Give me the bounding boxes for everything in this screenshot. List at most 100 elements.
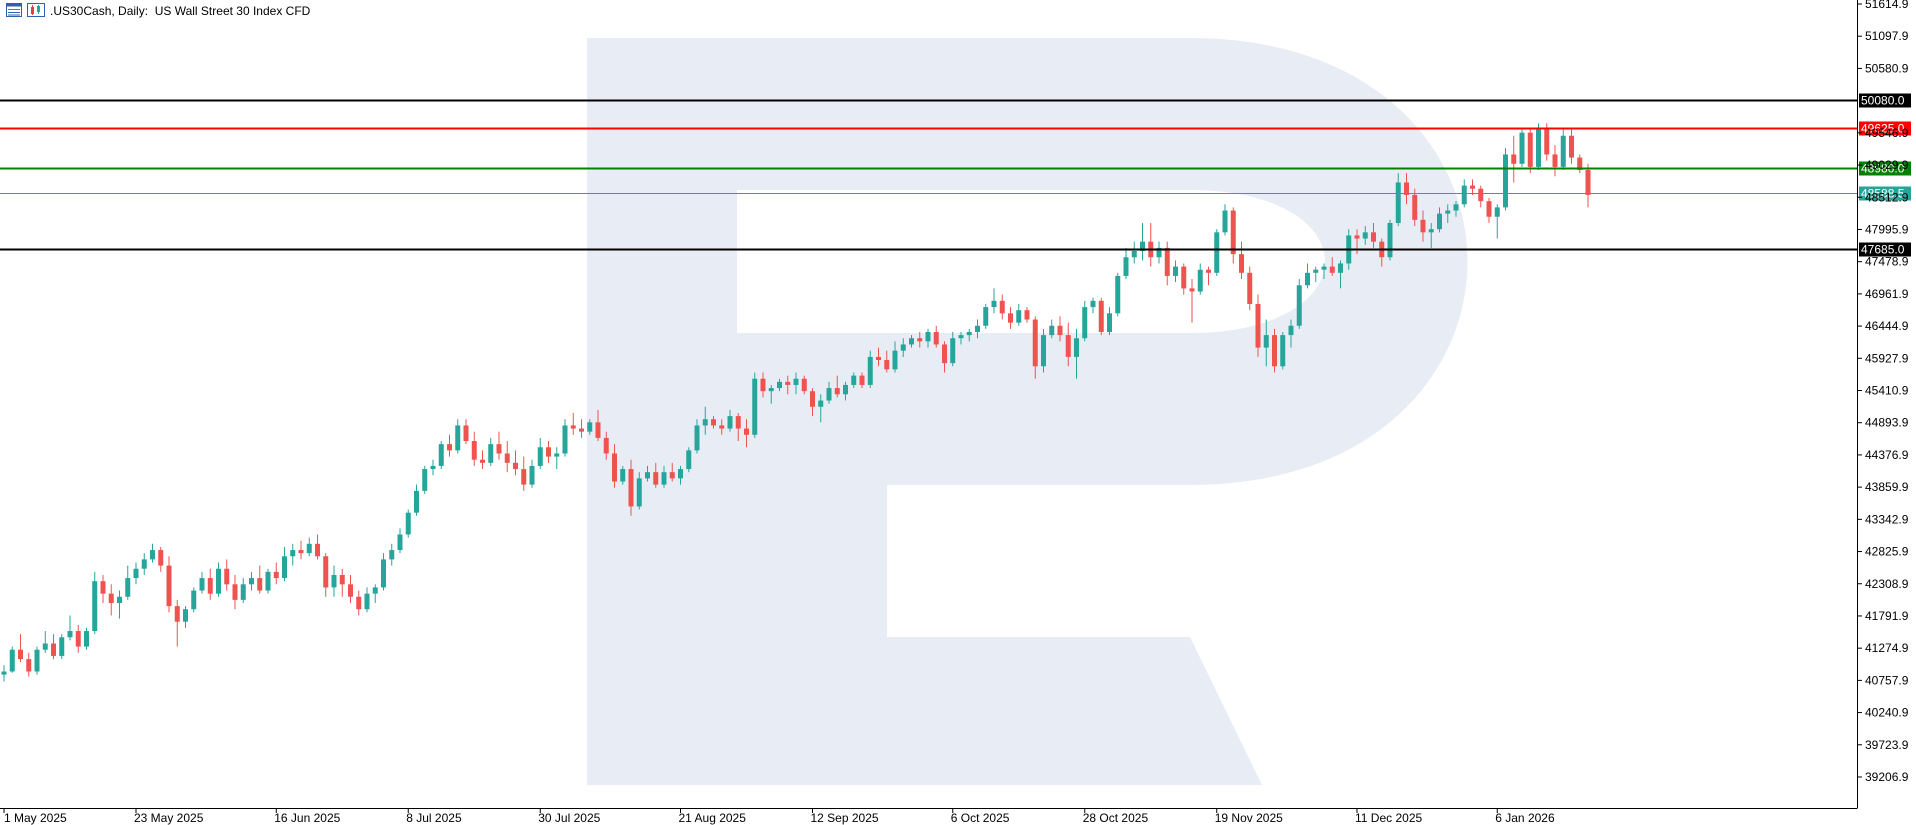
candle-body	[1552, 154, 1558, 167]
candle	[1123, 247, 1129, 280]
candle-body	[653, 472, 659, 485]
candle-body	[1206, 269, 1211, 273]
candle	[876, 347, 881, 367]
candle	[1181, 263, 1187, 295]
candle-body	[1321, 266, 1327, 270]
candle	[1494, 204, 1500, 239]
candle	[1115, 272, 1121, 317]
candle-body	[1329, 266, 1335, 273]
candle-body	[826, 388, 832, 401]
candle	[364, 587, 370, 613]
candle	[232, 574, 238, 610]
candle	[612, 444, 617, 488]
candle	[933, 325, 939, 348]
candle-body	[735, 416, 741, 429]
candle-body	[1412, 194, 1418, 220]
candle	[661, 465, 667, 488]
candle-body	[537, 447, 543, 466]
candle	[810, 388, 815, 417]
candle	[356, 590, 362, 616]
time-tick-label: 6 Oct 2025	[951, 811, 1010, 825]
candle	[1527, 129, 1533, 174]
candle	[1230, 207, 1236, 264]
candle	[1107, 307, 1112, 336]
candle-body	[1395, 182, 1401, 223]
candle-body	[950, 338, 956, 364]
candle	[9, 646, 15, 673]
candle	[892, 341, 898, 373]
candle	[991, 288, 997, 314]
candle-body	[59, 637, 65, 656]
candle-body	[562, 425, 568, 454]
candle-body	[851, 375, 857, 385]
candle	[1082, 300, 1088, 342]
candle	[249, 571, 254, 591]
time-tick-label: 6 Jan 2026	[1495, 811, 1555, 825]
price-tick-label: 41274.9	[1865, 641, 1909, 655]
candle	[257, 565, 263, 594]
candle-body	[504, 453, 510, 463]
candle-body	[1032, 319, 1038, 367]
candle-body	[1263, 335, 1269, 348]
candle-body	[917, 338, 923, 342]
candle	[306, 537, 312, 557]
candle-body	[1478, 188, 1484, 202]
candle	[496, 431, 502, 460]
candle-body	[133, 568, 139, 579]
candle-body	[925, 331, 931, 342]
candle-body	[1577, 157, 1583, 171]
candle-body	[694, 425, 700, 451]
candle	[1222, 204, 1228, 236]
candle	[702, 406, 708, 435]
current-price-label-bg	[1859, 186, 1911, 201]
price-tick-label: 46444.9	[1865, 319, 1909, 333]
candle	[777, 378, 782, 392]
candle	[1197, 263, 1203, 295]
candle	[1404, 173, 1409, 205]
support-2-label-bg	[1859, 242, 1911, 257]
candle-body	[983, 307, 989, 326]
candle	[1173, 260, 1178, 283]
candle-body	[34, 649, 40, 672]
candle-body	[191, 590, 197, 610]
candle-body	[364, 593, 370, 610]
candle-body	[1140, 241, 1145, 252]
candle	[141, 553, 147, 575]
candle	[521, 456, 527, 491]
candle-body	[199, 578, 205, 591]
candle	[1560, 129, 1566, 171]
candle-body	[1164, 247, 1170, 276]
candle-body	[529, 465, 535, 485]
price-tick-label: 42825.9	[1865, 545, 1909, 559]
chart-window-icon[interactable]	[27, 2, 45, 20]
candle	[1395, 173, 1401, 227]
candle	[752, 372, 758, 438]
candle	[331, 565, 337, 597]
time-axis[interactable]: 1 May 2025 23 May 2025 16 Jun 2025 8 Jul 20…	[3, 808, 1555, 825]
candle	[966, 328, 972, 342]
candle-body	[1371, 232, 1376, 242]
candle-body	[1585, 170, 1591, 195]
candle-body	[636, 478, 642, 507]
table-icon[interactable]	[6, 2, 22, 20]
candle-body	[84, 631, 89, 647]
candle-body	[1536, 129, 1541, 167]
candle	[1057, 316, 1063, 342]
price-axis[interactable]: 51614.9 51097.9 50580.9 49546.9 49029.9 48512…	[1857, 0, 1909, 784]
candle-body	[719, 425, 725, 429]
candle-body	[1272, 335, 1277, 367]
candle-body	[1486, 201, 1492, 217]
price-tick-label: 48512.9	[1865, 190, 1909, 204]
candle	[199, 571, 205, 594]
candle-body	[18, 649, 23, 660]
candle	[1453, 201, 1459, 217]
candle-body	[1016, 310, 1022, 323]
candle-body	[867, 356, 873, 385]
candle	[999, 294, 1005, 320]
candle-body	[1404, 182, 1409, 195]
candle-body	[933, 331, 939, 345]
candle-body	[1230, 210, 1236, 255]
candle	[216, 562, 221, 597]
candle-body	[389, 550, 395, 560]
